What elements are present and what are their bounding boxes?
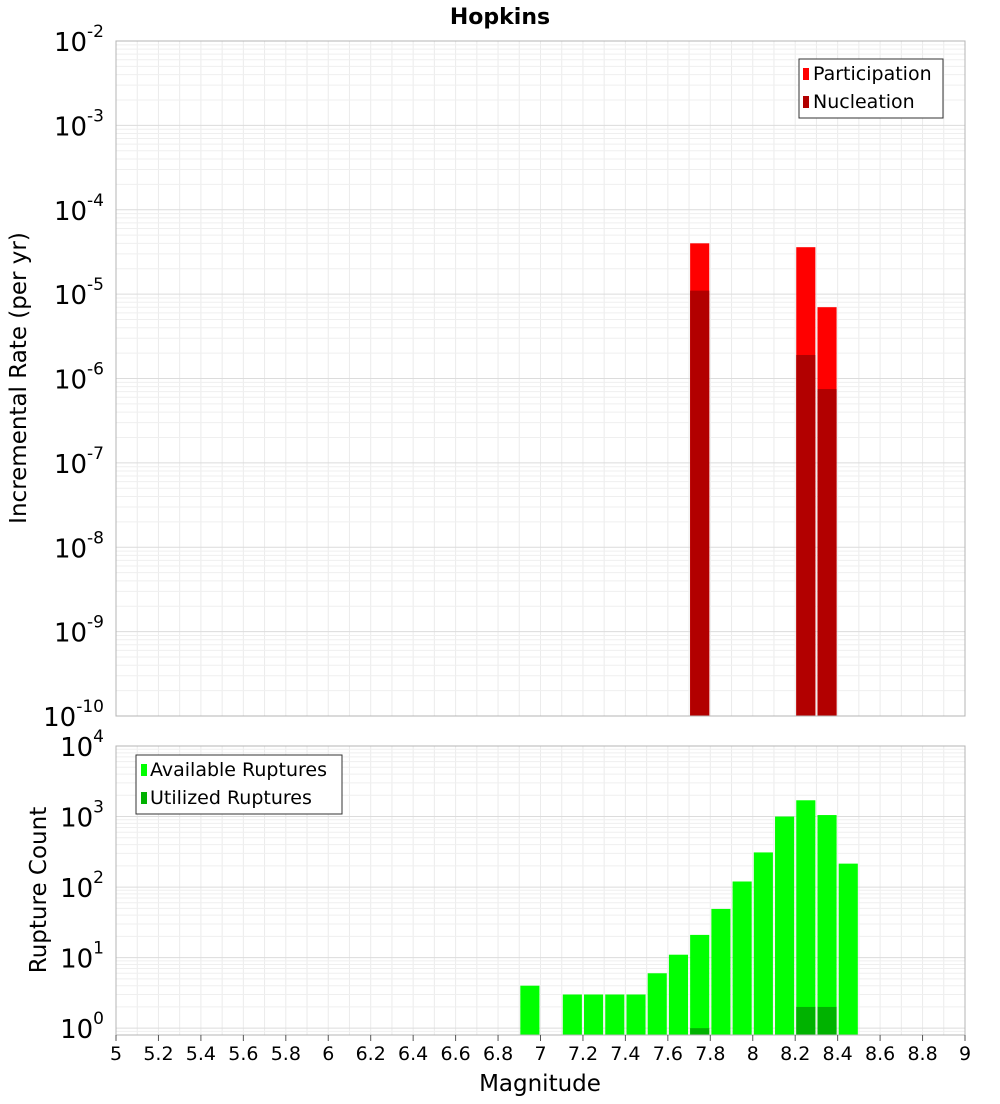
bar-nucleation [796,354,816,716]
y-tick-label: 10-2 [54,22,104,58]
bar-available-ruptures [711,908,731,1035]
x-axis-label: Magnitude [479,1071,601,1097]
x-tick-label: 8.4 [823,1043,853,1065]
legend-swatch [141,764,147,776]
legend-label: Utilized Ruptures [150,787,312,809]
legend-label: Available Ruptures [150,759,327,781]
bar-utilized-ruptures [796,1006,816,1035]
x-tick-label: 7.6 [653,1043,683,1065]
y-axis-label-top: Incremental Rate (per yr) [6,232,32,524]
y-tick-label: 10-10 [43,697,104,733]
y-tick-label: 104 [60,727,104,763]
bar-available-ruptures [775,816,795,1035]
bar-available-ruptures [562,994,582,1035]
x-tick-label: 8.6 [865,1043,895,1065]
x-tick-label: 8.8 [907,1043,937,1065]
bar-nucleation [817,389,837,716]
bar-available-ruptures [817,815,837,1035]
y-axis-label-bottom: Rupture Count [26,807,52,973]
bar-nucleation [690,290,710,716]
x-tick-label: 5.8 [271,1043,301,1065]
chart-title: Hopkins [450,5,550,30]
bar-available-ruptures [732,881,752,1035]
legend-swatch [141,792,147,804]
x-tick-label: 7.8 [695,1043,725,1065]
bar-available-ruptures [647,973,667,1035]
x-tick-label: 6.8 [483,1043,513,1065]
y-tick-label: 102 [60,868,104,904]
x-tick-label: 6 [322,1043,334,1065]
x-tick-label: 5.2 [143,1043,173,1065]
x-tick-label: 8 [747,1043,759,1065]
y-tick-label: 10-9 [54,613,104,649]
legend-box-top [798,58,944,119]
y-tick-label: 100 [60,1009,104,1045]
x-tick-label: 5.4 [186,1043,216,1065]
x-tick-label: 7.2 [568,1043,598,1065]
bar-available-ruptures [838,863,858,1035]
x-tick-label: 5.6 [228,1043,258,1065]
y-tick-label: 10-3 [54,106,104,142]
y-tick-label: 10-8 [54,528,104,564]
legend-swatch [803,68,809,80]
legend-label: Nucleation [813,91,915,113]
x-tick-label: 6.2 [356,1043,386,1065]
bar-utilized-ruptures [690,1028,710,1035]
bar-available-ruptures [520,985,540,1035]
y-tick-label: 10-5 [54,275,104,311]
legend-swatch [803,96,809,108]
y-tick-label: 10-4 [54,191,104,227]
x-tick-label: 9 [959,1043,971,1065]
bar-available-ruptures [605,994,625,1035]
y-tick-label: 10-7 [54,444,104,480]
x-tick-label: 6.6 [440,1043,470,1065]
legend-label: Participation [813,63,932,85]
x-tick-label: 5 [110,1043,122,1065]
x-tick-label: 7 [534,1043,546,1065]
bar-available-ruptures [796,800,816,1035]
y-tick-label: 103 [60,798,104,834]
plot-frame-top [115,40,966,717]
bar-available-ruptures [584,994,604,1035]
legend-box-bottom [135,754,343,815]
y-tick-label: 101 [60,939,104,975]
bar-available-ruptures [626,994,646,1035]
bar-utilized-ruptures [817,1006,837,1035]
bar-available-ruptures [753,852,773,1035]
x-tick-label: 8.2 [780,1043,810,1065]
bar-available-ruptures [690,934,710,1035]
x-tick-label: 7.4 [610,1043,640,1065]
bar-available-ruptures [668,954,689,1035]
y-tick-label: 10-6 [54,360,104,396]
x-tick-label: 6.4 [398,1043,428,1065]
